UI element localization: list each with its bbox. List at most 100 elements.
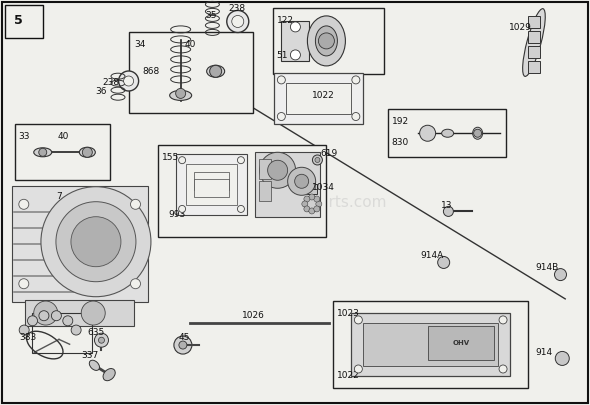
Circle shape [28, 316, 38, 326]
Circle shape [277, 76, 286, 84]
Bar [176, 154, 247, 215]
Text: 337: 337 [81, 351, 99, 360]
Bar [528, 15, 540, 28]
Ellipse shape [473, 127, 483, 139]
Circle shape [352, 76, 360, 84]
Bar [307, 184, 317, 194]
Circle shape [314, 206, 320, 212]
Circle shape [444, 207, 453, 216]
Text: 868: 868 [143, 67, 160, 76]
Text: 238: 238 [103, 78, 120, 87]
Bar [528, 30, 540, 43]
Bar [286, 83, 351, 113]
Circle shape [19, 279, 29, 289]
Text: 1022: 1022 [337, 371, 360, 380]
Bar [129, 32, 253, 113]
Circle shape [290, 22, 300, 32]
Bar [186, 164, 237, 205]
Bar [352, 313, 510, 376]
Circle shape [176, 88, 186, 98]
Bar [363, 323, 498, 366]
Text: OHV: OHV [453, 340, 470, 346]
Circle shape [309, 194, 315, 200]
Circle shape [555, 269, 566, 281]
Circle shape [81, 301, 105, 325]
Bar [528, 60, 540, 72]
Circle shape [355, 365, 362, 373]
Circle shape [268, 160, 288, 180]
Circle shape [39, 148, 47, 156]
Circle shape [119, 71, 139, 91]
Circle shape [83, 147, 92, 157]
Text: 619: 619 [320, 149, 337, 158]
Circle shape [237, 157, 244, 164]
Circle shape [555, 352, 569, 365]
Circle shape [227, 11, 249, 32]
Text: 914A: 914A [420, 251, 443, 260]
Text: 5: 5 [14, 13, 23, 26]
Ellipse shape [307, 16, 345, 66]
Text: 1034: 1034 [312, 183, 335, 192]
Text: 33: 33 [19, 132, 30, 141]
Circle shape [352, 113, 360, 121]
Bar [15, 124, 110, 180]
Circle shape [209, 65, 222, 77]
Circle shape [316, 201, 322, 207]
Text: 34: 34 [135, 40, 146, 49]
Circle shape [355, 316, 362, 324]
Bar [274, 73, 363, 124]
Circle shape [179, 157, 186, 164]
Circle shape [19, 199, 29, 209]
Bar [281, 21, 309, 61]
Circle shape [260, 152, 296, 188]
Text: 914B: 914B [536, 263, 559, 272]
Circle shape [304, 206, 310, 212]
Circle shape [290, 50, 300, 60]
Text: 1029: 1029 [509, 23, 532, 32]
Ellipse shape [523, 9, 545, 77]
Circle shape [179, 205, 186, 213]
Bar [12, 186, 148, 302]
Circle shape [41, 187, 151, 297]
Text: 40: 40 [184, 40, 196, 49]
Circle shape [314, 196, 320, 202]
Ellipse shape [316, 26, 337, 56]
Circle shape [71, 325, 81, 335]
Circle shape [130, 279, 140, 289]
Bar [5, 5, 43, 38]
Bar [333, 301, 528, 388]
Text: 830: 830 [392, 138, 409, 147]
Circle shape [19, 325, 29, 335]
Ellipse shape [206, 65, 225, 77]
Circle shape [174, 336, 192, 354]
Ellipse shape [89, 360, 100, 371]
Circle shape [39, 311, 49, 321]
Circle shape [315, 158, 320, 162]
Ellipse shape [442, 129, 454, 137]
Bar [528, 45, 540, 58]
Circle shape [130, 199, 140, 209]
Circle shape [34, 301, 58, 325]
Circle shape [419, 125, 435, 141]
Bar [255, 152, 320, 217]
Ellipse shape [103, 369, 115, 381]
Ellipse shape [34, 148, 52, 157]
Text: 238: 238 [228, 4, 245, 13]
Circle shape [304, 196, 320, 212]
Bar [25, 300, 134, 326]
Text: 7: 7 [56, 192, 62, 201]
Circle shape [302, 201, 308, 207]
Text: 40: 40 [58, 132, 69, 141]
Circle shape [237, 205, 244, 213]
Text: 45: 45 [178, 333, 189, 342]
Circle shape [94, 333, 109, 347]
Circle shape [474, 129, 481, 137]
Ellipse shape [79, 147, 96, 157]
Bar [428, 326, 494, 360]
Circle shape [288, 167, 316, 195]
Circle shape [99, 337, 104, 343]
Bar [32, 313, 93, 353]
Circle shape [179, 341, 187, 349]
Bar [259, 159, 271, 179]
Circle shape [499, 365, 507, 373]
